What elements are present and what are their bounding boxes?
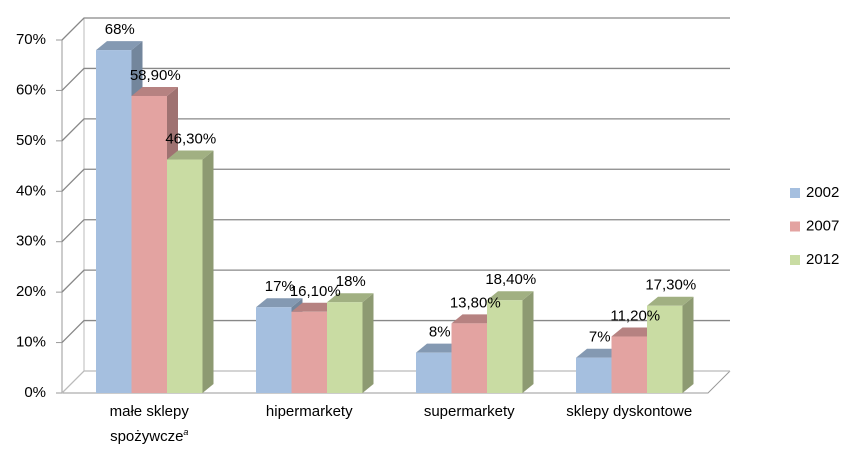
x-tick-label-group: hipermarkety bbox=[239, 402, 379, 422]
bar bbox=[327, 302, 363, 393]
bar bbox=[576, 357, 612, 393]
bar bbox=[96, 50, 132, 393]
bar-top bbox=[131, 86, 178, 96]
y-tick-label: 70% bbox=[16, 31, 46, 48]
grid-line bbox=[61, 168, 730, 192]
y-tick-label: 50% bbox=[16, 132, 46, 149]
legend-swatch bbox=[790, 221, 800, 232]
grid-line bbox=[61, 67, 730, 91]
data-label: 46,30% bbox=[165, 130, 216, 147]
bar bbox=[167, 159, 203, 393]
bar-top bbox=[167, 150, 214, 160]
bar bbox=[416, 352, 452, 393]
y-tick-label: 0% bbox=[24, 384, 46, 401]
y-tick-label: 10% bbox=[16, 334, 46, 351]
x-tick-label-group: supermarkety bbox=[399, 402, 539, 422]
y-tick-label: 30% bbox=[16, 233, 46, 250]
bar-side bbox=[362, 293, 374, 393]
data-label: 18% bbox=[336, 273, 366, 290]
bar-side bbox=[202, 150, 214, 393]
data-label: 17,30% bbox=[645, 277, 696, 294]
data-label: 8% bbox=[429, 324, 451, 341]
x-tick-label-group: małe sklepy spożywczea bbox=[79, 402, 219, 447]
bar-top bbox=[487, 291, 534, 301]
legend-swatch bbox=[790, 188, 800, 198]
grid-line bbox=[61, 118, 730, 142]
legend-label: 2007 bbox=[806, 217, 839, 234]
grid-line bbox=[61, 219, 730, 243]
data-label: 13,80% bbox=[450, 294, 501, 311]
grid-line bbox=[61, 269, 730, 293]
footnote-mark: a bbox=[183, 427, 189, 437]
bar bbox=[291, 311, 327, 393]
legend-label: 2012 bbox=[806, 251, 839, 268]
data-label: 68% bbox=[105, 21, 135, 38]
bar-side bbox=[522, 291, 534, 393]
bar-top bbox=[327, 293, 374, 303]
grid-line bbox=[61, 17, 730, 41]
bar bbox=[611, 336, 647, 393]
data-label: 16,10% bbox=[290, 283, 341, 300]
bar-top bbox=[256, 298, 303, 308]
data-label: 17% bbox=[265, 278, 295, 295]
bar-top bbox=[451, 314, 498, 324]
bar bbox=[256, 307, 292, 393]
bar-top bbox=[647, 296, 694, 306]
legend-label: 2002 bbox=[806, 184, 839, 201]
data-label: 7% bbox=[589, 329, 611, 346]
x-tick-label: supermarkety bbox=[423, 403, 515, 420]
bar-top bbox=[416, 343, 463, 353]
bar-top bbox=[611, 327, 658, 337]
data-label: 11,20% bbox=[610, 307, 660, 324]
x-tick-label: sklepy dyskontowe bbox=[566, 403, 693, 420]
bar bbox=[131, 95, 167, 394]
x-tick-label: małe sklepy spożywcze bbox=[109, 403, 189, 445]
bar bbox=[451, 323, 487, 393]
bar-top bbox=[96, 41, 143, 51]
y-tick-label: 60% bbox=[16, 81, 46, 98]
y-tick-label: 40% bbox=[16, 182, 46, 199]
bar-top bbox=[576, 348, 623, 358]
data-label: 58,90% bbox=[130, 67, 181, 84]
bar bbox=[647, 305, 683, 393]
y-tick-label: 20% bbox=[16, 283, 46, 300]
legend-swatch bbox=[790, 255, 800, 265]
bar-side bbox=[682, 296, 694, 393]
x-tick-label: hipermarkety bbox=[265, 403, 353, 420]
bar bbox=[487, 300, 523, 393]
x-tick-label-group: sklepy dyskontowe bbox=[559, 402, 699, 422]
bar-top bbox=[291, 302, 338, 312]
data-label: 18,40% bbox=[485, 271, 536, 288]
